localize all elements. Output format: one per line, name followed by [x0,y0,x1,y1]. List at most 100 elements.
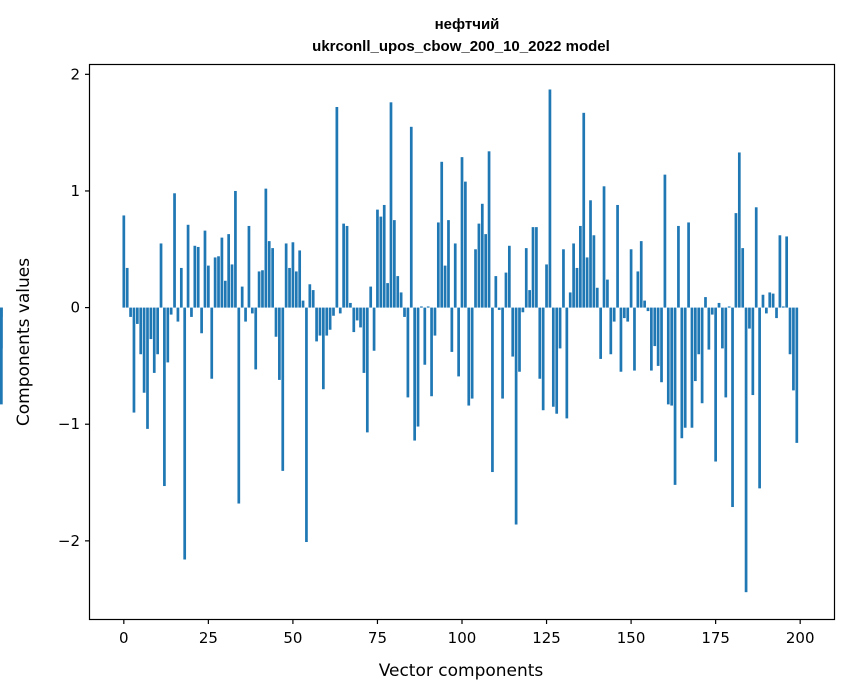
x-tick-label: 0 [119,629,129,647]
bar [744,307,748,593]
bar [376,209,379,308]
bar [234,190,237,308]
bar [443,265,447,308]
bar [531,227,535,308]
bar [643,300,646,308]
bar [646,307,650,312]
bar [639,241,643,308]
bar [710,307,714,315]
bar [795,307,799,443]
bar [386,283,389,308]
bar [765,307,768,314]
bar [751,307,755,396]
bar [325,307,329,336]
bar [775,307,778,319]
bar [193,245,197,308]
bar [592,235,596,308]
bar [474,249,477,308]
bar [700,307,704,404]
bar [210,307,214,379]
bar [717,302,721,308]
bar [281,307,285,471]
bar [0,307,3,405]
bar [568,292,572,308]
bar [514,307,518,525]
y-tick-label: 0 [70,299,80,317]
bar [680,307,684,439]
bar [609,307,613,355]
bar [562,249,565,308]
bar [524,248,528,308]
bar [687,222,690,308]
x-axis-ticks: 0 25 50 75 100 125 150 175 200 [119,619,815,647]
bar [416,307,420,427]
bar [541,307,545,411]
bar [734,213,738,308]
bar [785,236,789,308]
bar [355,307,359,321]
chart-subtitle: ukrconll_upos_cbow_200_10_2022 model [312,38,610,55]
bar [663,174,667,308]
bar [352,307,356,333]
bar [487,151,491,308]
bar [237,307,241,504]
bar [271,248,274,308]
bar [122,215,126,308]
bar [179,267,183,308]
bar [135,307,139,324]
bar [761,294,765,308]
bar [369,286,373,308]
bar [585,257,589,308]
bar [173,193,176,308]
bar [778,235,782,308]
bar [278,307,281,380]
bar [548,89,552,308]
bar [535,227,538,308]
bar [359,307,362,328]
bar [156,307,159,355]
bar [704,297,707,308]
bar [484,234,488,308]
bar [305,307,308,543]
bar [345,225,349,308]
bar [406,307,410,398]
bar [558,307,562,349]
bar [748,307,751,329]
bar [650,307,653,371]
bar [507,245,511,308]
bar [555,307,559,414]
bar [247,225,251,308]
bar [328,307,332,330]
bar [220,237,224,308]
bar [616,204,619,308]
bar [491,307,494,473]
bar [311,290,315,308]
bar [460,157,464,308]
bar [582,112,586,308]
bar [200,307,203,334]
bar [318,307,322,336]
bar [203,230,207,308]
bar [152,307,156,373]
bar [707,307,711,350]
bar [494,276,498,308]
bar [464,181,467,308]
bar [450,307,454,352]
bar [426,306,430,308]
bar [149,307,153,340]
bar [727,306,731,308]
bar [612,307,616,322]
bar [758,307,761,489]
bar [393,220,396,308]
bar [0,307,3,349]
x-tick-label: 125 [532,629,561,647]
bar [227,234,231,308]
bar [196,246,200,308]
bar [264,188,268,308]
bar [267,241,271,308]
bar [190,307,193,317]
bar [595,287,599,308]
bar [288,267,291,308]
bar [626,307,630,322]
